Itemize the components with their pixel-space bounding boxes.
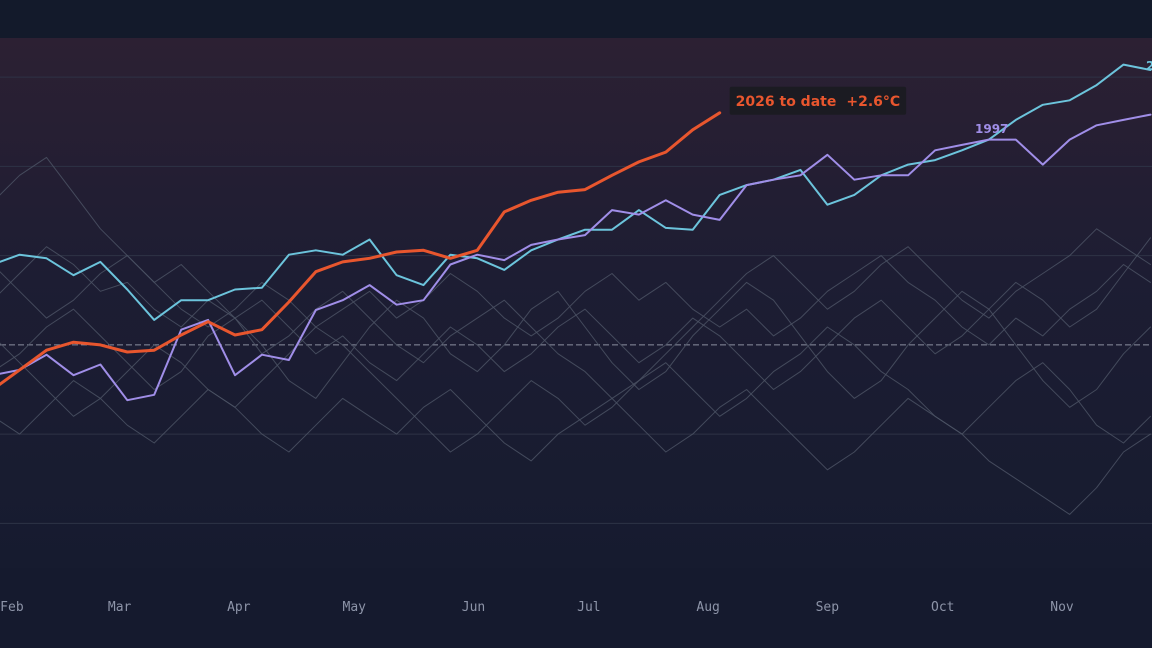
series-name-label: 2026 to date <box>736 94 837 110</box>
series-line <box>0 63 1152 321</box>
background-year-line <box>0 228 1151 399</box>
top-band <box>0 0 1152 38</box>
x-tick-label: Apr <box>227 600 251 615</box>
x-tick-label: Mar <box>108 600 132 615</box>
x-tick-label: Oct <box>931 600 954 615</box>
background-year-line <box>0 156 1151 390</box>
x-tick-label: May <box>343 600 367 615</box>
series-line <box>0 113 1152 402</box>
plot-background <box>0 38 1152 568</box>
x-tick-label: Sep <box>816 600 840 615</box>
annotation-box <box>729 86 907 115</box>
x-tick-label: Aug <box>696 600 719 615</box>
value-label: +2.6°C <box>846 94 900 110</box>
series-name-label: 1997 <box>975 122 1008 136</box>
x-tick-label: Nov <box>1050 600 1074 615</box>
series-line <box>0 111 722 387</box>
axis-background <box>0 568 1152 648</box>
background-year-line <box>0 255 1151 346</box>
series-name-label: 2 <box>1146 59 1152 73</box>
x-tick-label: Jul <box>577 600 600 615</box>
x-tick-label: Jun <box>462 600 485 615</box>
background-year-line <box>0 326 1151 453</box>
x-tick-label: Feb <box>0 600 24 615</box>
end-annotation: 2026 to date +2.6°C <box>729 86 907 115</box>
